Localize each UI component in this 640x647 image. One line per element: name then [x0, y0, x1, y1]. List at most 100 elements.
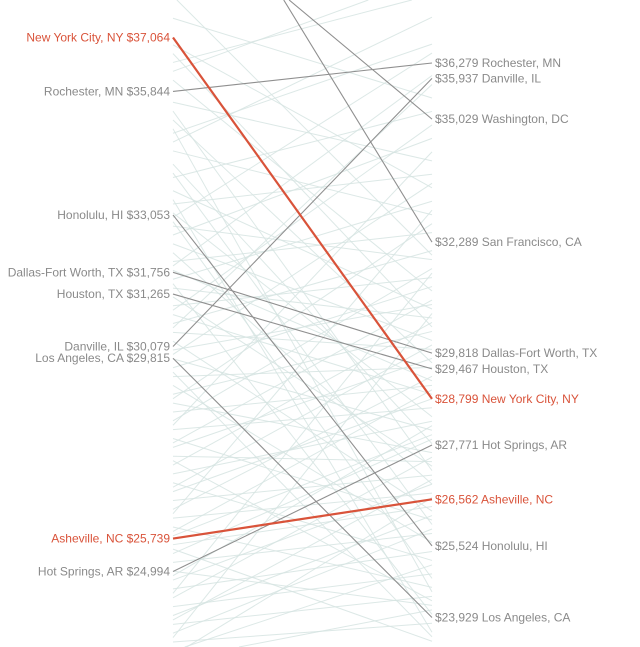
- background-line: [172, 119, 433, 364]
- background-line: [172, 172, 433, 525]
- background-line: [172, 268, 433, 422]
- series-line-honolulu-hi: [172, 214, 433, 547]
- right-label-washington-dc: $35,029 Washington, DC: [435, 112, 569, 126]
- background-line: [172, 515, 433, 616]
- background-line: [172, 269, 433, 382]
- background-line: [172, 398, 433, 493]
- background-line: [172, 482, 433, 561]
- background-line: [172, 150, 433, 216]
- background-line: [172, 221, 433, 579]
- right-label-danville-il: $35,937 Danville, IL: [435, 71, 541, 85]
- right-label-honolulu-hi: $25,524 Honolulu, HI: [435, 539, 548, 553]
- background-line: [172, 151, 433, 426]
- background-line: [172, 492, 433, 519]
- background-line: [172, 479, 433, 621]
- background-line: [172, 252, 433, 485]
- background-line: [172, 532, 433, 563]
- background-line: [172, 357, 433, 448]
- background-line: [172, 223, 433, 400]
- background-line: [172, 17, 433, 99]
- background-line: [172, 209, 433, 515]
- background-line: [172, 389, 433, 532]
- background-line: [172, 434, 433, 537]
- background-line: [172, 272, 433, 594]
- background-lines: [172, 0, 433, 647]
- series-line-houston-tx: [172, 293, 433, 370]
- right-label-houston-tx: $29,467 Houston, TX: [435, 362, 548, 376]
- background-line: [172, 43, 433, 134]
- background-line: [172, 137, 433, 236]
- series-line-hot-springs-ar: [172, 444, 433, 572]
- background-line: [172, 212, 433, 418]
- background-line: [172, 232, 433, 263]
- right-labels: $28,799 New York City, NY $36,279 Rochest…: [435, 56, 597, 625]
- background-line: [172, 438, 433, 554]
- background-line: [172, 190, 433, 310]
- background-line: [172, 200, 433, 280]
- right-label-rochester-mn: $36,279 Rochester, MN: [435, 56, 561, 70]
- background-line: [172, 375, 433, 510]
- left-label-dallas-fort-worth-tx: Dallas-Fort Worth, TX $31,756: [8, 265, 171, 279]
- background-line: [172, 286, 433, 369]
- left-label-los-angeles-ca: Los Angeles, CA $29,815: [35, 351, 170, 365]
- background-line: [172, 75, 433, 267]
- background-line: [172, 296, 433, 467]
- series-line-washington-dc: [288, 0, 433, 120]
- background-line: [172, 287, 433, 319]
- background-line: [172, 313, 433, 638]
- left-label-hot-springs-ar: Hot Springs, AR $24,994: [38, 565, 170, 579]
- background-line: [172, 0, 412, 63]
- background-line: [172, 322, 433, 466]
- background-line: [172, 402, 433, 454]
- background-line: [172, 283, 433, 615]
- right-label-los-angeles-ca: $23,929 Los Angeles, CA: [435, 611, 570, 625]
- series-line-rochester-mn: [172, 62, 433, 93]
- background-line: [172, 550, 433, 590]
- background-line: [172, 570, 433, 606]
- series-line-asheville-nc: [172, 498, 433, 540]
- series-line-new-york-city-ny: [172, 36, 433, 400]
- background-line: [172, 384, 433, 413]
- left-label-rochester-mn: Rochester, MN $35,844: [44, 84, 170, 98]
- series-line-san-francisco-ca: [283, 0, 433, 243]
- background-line: [172, 420, 433, 475]
- background-line: [172, 455, 433, 463]
- background-line: [172, 299, 433, 444]
- background-line: [186, 497, 433, 647]
- background-line: [172, 44, 433, 189]
- left-labels: New York City, NY $37,064 Rochester, MN $…: [8, 31, 171, 579]
- right-label-dallas-fort-worth-tx: $29,818 Dallas-Fort Worth, TX: [435, 346, 597, 360]
- background-line: [172, 16, 433, 143]
- right-label-hot-springs-ar: $27,771 Hot Springs, AR: [435, 438, 567, 452]
- background-line: [172, 53, 433, 328]
- series-line-los-angeles-ca: [172, 357, 433, 618]
- background-line: [172, 0, 369, 72]
- background-line: [172, 460, 433, 602]
- background-line: [172, 101, 433, 162]
- right-label-new-york-city-ny: $28,799 New York City, NY: [435, 392, 579, 406]
- series-line-danville-il: [172, 77, 433, 347]
- background-line: [172, 84, 433, 329]
- left-label-honolulu-hi: Honolulu, HI $33,053: [57, 208, 170, 222]
- background-line: [172, 528, 433, 634]
- background-line: [172, 52, 433, 218]
- background-line: [172, 506, 433, 546]
- background-line: [238, 609, 433, 647]
- left-label-asheville-nc: Asheville, NC $25,739: [51, 532, 170, 546]
- background-line: [172, 330, 433, 395]
- background-line: [172, 548, 433, 642]
- left-label-new-york-city-ny: New York City, NY $37,064: [26, 31, 170, 45]
- left-label-danville-il: Danville, IL $30,079: [64, 340, 170, 354]
- background-line: [172, 110, 433, 471]
- background-line: [172, 250, 433, 324]
- background-line: [172, 456, 433, 599]
- right-label-asheville-nc: $26,562 Asheville, NC: [435, 492, 553, 506]
- right-label-san-francisco-ca: $32,289 San Francisco, CA: [435, 235, 582, 249]
- background-line: [172, 199, 433, 633]
- background-line: [172, 173, 433, 205]
- background-line: [172, 128, 433, 593]
- background-line: [176, 0, 433, 256]
- background-line: [172, 314, 433, 395]
- left-label-houston-tx: Houston, TX $31,265: [57, 287, 171, 301]
